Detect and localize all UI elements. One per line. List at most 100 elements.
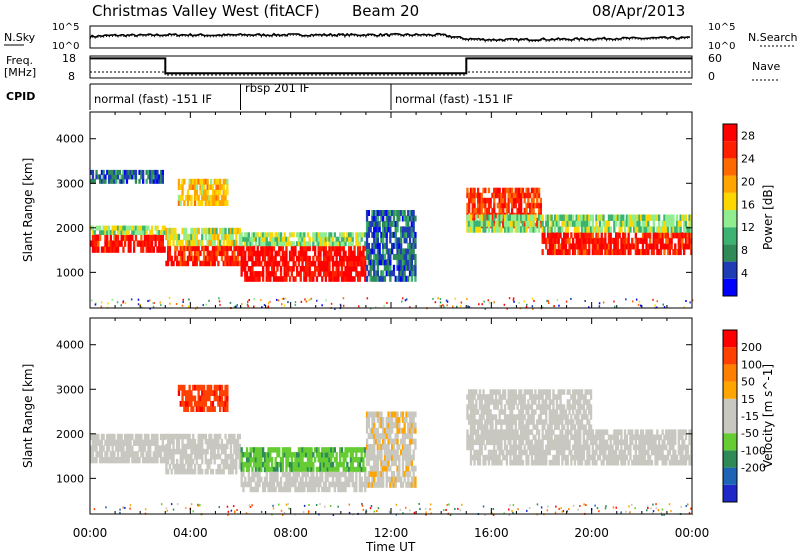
- heatmap-cell: [360, 271, 363, 277]
- heatmap-cell: [615, 214, 618, 221]
- heatmap-cell: [598, 434, 602, 441]
- heatmap-cell: [389, 422, 392, 429]
- heatmap-cell: [279, 457, 283, 463]
- heatmap-cell: [654, 449, 657, 456]
- heatmap-cell: [308, 236, 311, 242]
- heatmap-cell: [310, 461, 313, 468]
- heatmap-cell: [314, 232, 317, 238]
- heatmap-cell: [111, 457, 114, 464]
- heatmap-cell: [150, 240, 154, 247]
- heatmap-cell: [129, 225, 132, 231]
- heatmap-cell: [204, 433, 207, 440]
- heatmap-cell: [493, 459, 496, 466]
- heatmap-cell: [358, 241, 362, 247]
- heatmap-cell: [414, 264, 417, 271]
- heatmap-cell: [149, 439, 152, 446]
- heatmap-cell: [208, 255, 211, 262]
- heatmap-cell: [303, 245, 306, 252]
- heatmap-cell: [684, 429, 688, 435]
- heatmap-cell: [573, 399, 577, 405]
- heatmap-cell: [493, 222, 496, 229]
- heatmap-cell: [387, 476, 390, 483]
- heatmap-cell: [344, 481, 347, 488]
- heatmap-cell: [301, 476, 304, 483]
- heatmap-cell: [588, 232, 591, 239]
- heatmap-cell: [688, 434, 691, 441]
- heatmap-cell: [389, 253, 392, 260]
- heatmap-cell: [401, 210, 405, 216]
- heatmap-cell: [337, 241, 340, 247]
- heatmap-cell: [387, 460, 390, 467]
- heatmap-cell: [570, 394, 573, 400]
- heatmap-cell: [116, 246, 120, 253]
- heatmap-cell: [634, 434, 637, 441]
- heatmap-cell: [597, 454, 600, 461]
- heatmap-cell: [365, 242, 369, 249]
- heatmap-cell: [378, 242, 381, 249]
- heatmap-cell: [301, 457, 304, 463]
- speckle-cell: [188, 298, 190, 301]
- heatmap-cell: [480, 202, 483, 209]
- heatmap-cell: [539, 207, 542, 214]
- heatmap-cell: [235, 233, 238, 241]
- heatmap-cell: [102, 225, 105, 231]
- heatmap-cell: [668, 243, 671, 250]
- heatmap-cell: [102, 457, 105, 464]
- heatmap-cell: [496, 404, 499, 410]
- heatmap-cell: [271, 255, 274, 262]
- heatmap-cell: [269, 232, 272, 238]
- heatmap-cell: [625, 220, 628, 227]
- heatmap-cell: [516, 187, 519, 194]
- heatmap-cell: [90, 240, 93, 247]
- heatmap-cell: [410, 259, 413, 266]
- speckle-cell: [691, 299, 694, 302]
- heatmap-cell: [145, 246, 148, 253]
- heatmap-cell: [638, 237, 641, 244]
- heatmap-cell: [292, 245, 295, 252]
- heatmap-cell: [469, 424, 473, 430]
- heatmap-cell: [631, 459, 634, 466]
- speckle-cell: [310, 297, 313, 300]
- heatmap-cell: [412, 417, 415, 423]
- heatmap-cell: [199, 443, 202, 450]
- heatmap-cell: [138, 433, 141, 441]
- heatmap-cell: [511, 226, 514, 233]
- heatmap-cell: [229, 438, 233, 445]
- heatmap-cell: [484, 207, 487, 214]
- heatmap-cell: [629, 226, 632, 233]
- heatmap-cell: [661, 449, 664, 456]
- heatmap-cell: [213, 233, 216, 241]
- heatmap-cell: [351, 452, 354, 458]
- heatmap-cell: [473, 197, 476, 204]
- heatmap-cell: [324, 476, 327, 483]
- heatmap-cell: [269, 486, 272, 493]
- heatmap-cell: [582, 394, 585, 400]
- heatmap-cell: [367, 221, 370, 227]
- sky-tick-top: 10^5: [52, 22, 79, 33]
- heatmap-cell: [213, 433, 216, 440]
- heatmap-cell: [631, 237, 634, 244]
- heatmap-cell: [659, 243, 663, 250]
- heatmap-cell: [588, 434, 591, 441]
- heatmap-cell: [545, 389, 548, 395]
- speckle-cell: [683, 306, 685, 309]
- heatmap-cell: [208, 443, 211, 450]
- heatmap-cell: [568, 409, 571, 415]
- heatmap-cell: [559, 214, 562, 221]
- heatmap-cell: [245, 245, 249, 252]
- heatmap-cell: [374, 259, 378, 266]
- heatmap-cell: [317, 250, 320, 257]
- heatmap-cell: [337, 481, 340, 488]
- heatmap-cell: [183, 178, 186, 185]
- heatmap-cell: [279, 266, 283, 272]
- heatmap-cell: [305, 255, 308, 262]
- heatmap-cell: [249, 245, 252, 252]
- heatmap-cell: [274, 486, 277, 493]
- heatmap-cell: [281, 452, 284, 458]
- heatmap-cell: [684, 243, 688, 250]
- heatmap-cell: [353, 250, 356, 257]
- heatmap-cell: [324, 232, 327, 238]
- heatmap-cell: [403, 253, 406, 260]
- heatmap-cell: [331, 271, 335, 277]
- speckle-cell: [652, 298, 654, 301]
